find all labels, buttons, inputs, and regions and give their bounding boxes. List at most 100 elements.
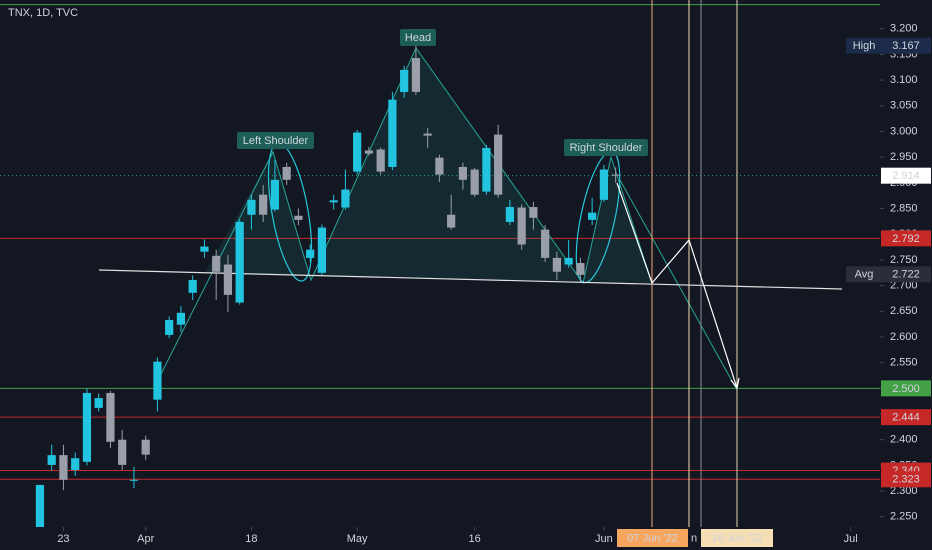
y-tick-label: 3.100 xyxy=(890,74,918,86)
marker-value: 2.722 xyxy=(892,269,920,281)
level-badge-label: 2.444 xyxy=(892,412,920,424)
candle-body xyxy=(59,455,68,480)
candle-body xyxy=(235,221,244,303)
last-price-badge xyxy=(881,167,931,184)
candles xyxy=(35,45,620,530)
candle-body xyxy=(294,215,303,220)
x-tick-label: Apr xyxy=(137,533,154,545)
marker-name: Avg xyxy=(855,269,874,281)
y-tick-label: 2.550 xyxy=(890,357,918,369)
pattern-fill xyxy=(205,48,652,283)
candle-body xyxy=(505,207,515,222)
y-tick-label: 2.650 xyxy=(890,305,918,317)
candle-body xyxy=(153,361,162,400)
candle-body xyxy=(364,150,374,154)
y-tick-label: 2.700 xyxy=(890,280,918,292)
marker-badge xyxy=(846,266,931,283)
candle-body xyxy=(259,194,268,215)
candle-body xyxy=(141,439,150,455)
date-badge-label: 07 Jun '22 xyxy=(627,532,677,544)
y-tick-label: 2.600 xyxy=(890,331,918,343)
candle-body xyxy=(317,227,327,273)
candle-body xyxy=(188,279,197,293)
candle-body xyxy=(423,133,432,136)
back-layer xyxy=(0,4,880,480)
candle-body xyxy=(118,439,127,465)
candle-body xyxy=(129,479,139,481)
time-axis xyxy=(0,527,932,550)
label-box xyxy=(564,139,648,156)
marker-name: High xyxy=(853,40,876,52)
candle-body xyxy=(282,166,291,180)
candle-body xyxy=(447,214,456,228)
annotation-label: Right Shoulder xyxy=(570,142,643,154)
level-badge xyxy=(881,230,931,247)
annotation-label: Left Shoulder xyxy=(243,135,309,147)
candle-body xyxy=(458,166,468,180)
candle-body xyxy=(588,212,597,220)
level-badge xyxy=(881,409,931,426)
y-tick-label: 2.250 xyxy=(890,511,918,523)
y-tick-label: 2.950 xyxy=(890,151,918,163)
level-badge xyxy=(881,471,931,488)
candle-body xyxy=(35,484,45,530)
y-tick-label: 2.400 xyxy=(890,434,918,446)
candle-body xyxy=(494,134,503,195)
x-tick-label: 16 xyxy=(469,533,481,545)
candle-body xyxy=(247,199,256,215)
candle-body xyxy=(353,132,362,172)
axis-labels: 3.2003.1503.1003.0503.0002.9502.9002.850… xyxy=(57,23,931,545)
candle-body xyxy=(200,246,209,252)
candle-body xyxy=(517,207,526,245)
level-badge-label: 2.500 xyxy=(892,383,920,395)
candle-body xyxy=(599,169,609,200)
candle-body xyxy=(411,58,421,92)
level-badge-label: 2.792 xyxy=(892,233,920,245)
symbol-title: TNX, 1D, TVC xyxy=(8,7,78,19)
candle-body xyxy=(94,398,103,408)
candle-body xyxy=(165,320,174,335)
date-badge xyxy=(617,529,688,547)
candle-body xyxy=(529,207,538,218)
y-tick-label: 3.200 xyxy=(890,23,918,35)
y-tick-label: 2.750 xyxy=(890,254,918,266)
candle-body xyxy=(470,169,479,195)
y-tick-label: 3.050 xyxy=(890,100,918,112)
candle-body xyxy=(106,392,115,442)
last-price-label: 2.914 xyxy=(892,170,920,182)
candle-body xyxy=(270,179,280,210)
date-badge xyxy=(701,529,773,547)
level-badge xyxy=(881,380,931,397)
candle-body xyxy=(71,458,80,471)
label-box xyxy=(400,29,436,46)
y-tick-label: 3.000 xyxy=(890,125,918,137)
date-badge-label: n xyxy=(691,532,697,544)
candle-body xyxy=(576,263,585,275)
candle-body xyxy=(552,257,562,272)
marker-badge xyxy=(846,37,931,54)
candle-body xyxy=(176,312,186,325)
candle-body xyxy=(611,174,620,176)
annotation-label: Head xyxy=(405,32,431,44)
candle-body xyxy=(329,200,338,203)
x-tick-label: May xyxy=(347,533,368,545)
marker-value: 3.167 xyxy=(892,40,920,52)
y-tick-label: 2.300 xyxy=(890,485,918,497)
y-tick-label: 2.850 xyxy=(890,202,918,214)
x-tick-label: 23 xyxy=(57,533,69,545)
level-badge-label: 2.323 xyxy=(892,474,920,486)
x-tick-label: 18 xyxy=(245,533,257,545)
candle-body xyxy=(541,229,550,258)
projection-arrowhead xyxy=(730,377,740,390)
candle-body xyxy=(435,157,444,175)
candle-body xyxy=(400,69,409,92)
x-tick-label: Jun xyxy=(595,533,613,545)
candle-body xyxy=(564,257,573,265)
candle-body xyxy=(223,264,233,295)
candle-body xyxy=(376,149,385,172)
candle-body xyxy=(47,455,56,465)
candle-body xyxy=(306,249,315,258)
candle-body xyxy=(482,147,491,192)
